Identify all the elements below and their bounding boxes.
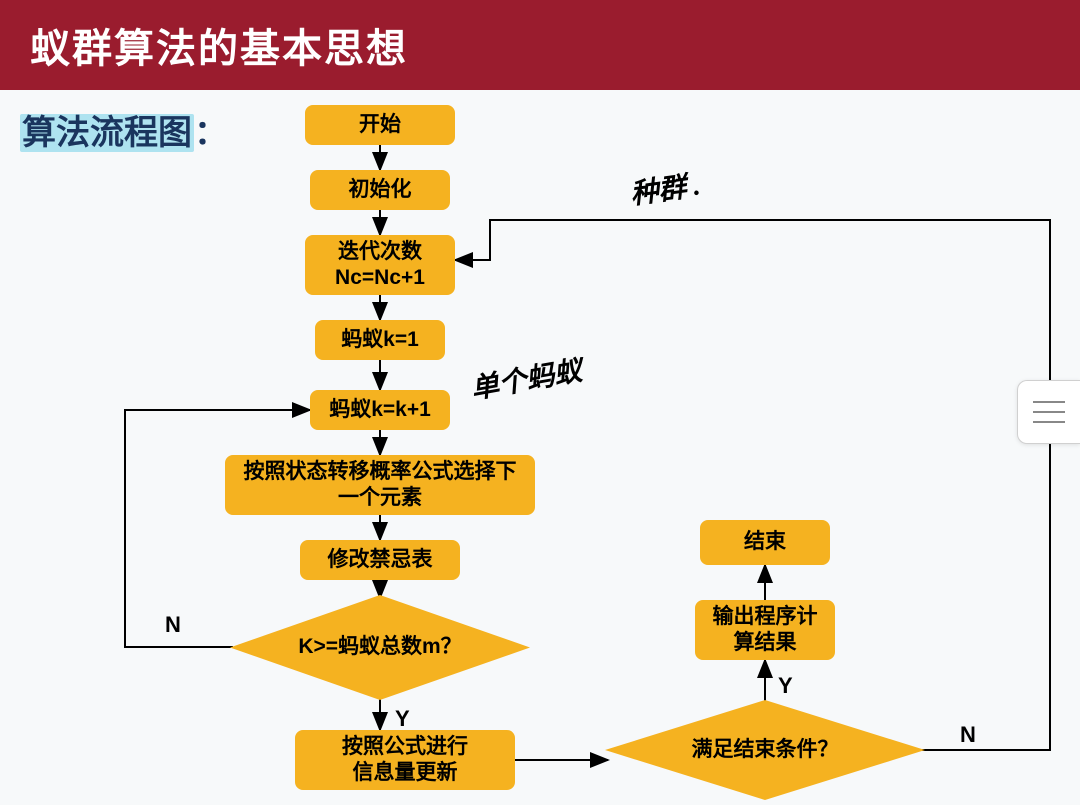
- flow-node-start: 开始: [305, 105, 455, 145]
- flow-node-end: 结束: [700, 520, 830, 565]
- flowchart-edges: [0, 90, 1080, 805]
- menu-button[interactable]: [1017, 380, 1080, 444]
- handwritten-note-1: 单个蚂蚁: [467, 349, 584, 408]
- flow-node-select: 按照状态转移概率公式选择下一个元素: [225, 455, 535, 515]
- flow-node-antk1: 蚂蚁k=1: [315, 320, 445, 360]
- flow-node-tabu: 修改禁忌表: [300, 540, 460, 580]
- handwritten-note-0: 种群 .: [628, 163, 703, 212]
- flow-edge-label-checkEnd-iter: N: [960, 722, 976, 748]
- flow-edge-label-checkK-update: Y: [395, 706, 410, 732]
- slide-header: 蚁群算法的基本思想: [0, 0, 1080, 90]
- flow-node-checkK: K>=蚂蚁总数m？: [230, 595, 530, 700]
- flow-node-update: 按照公式进行信息量更新: [295, 730, 515, 790]
- flow-edge-label-checkK-antkpp: N: [165, 612, 181, 638]
- menu-icon: [1033, 421, 1065, 423]
- flow-node-output: 输出程序计算结果: [695, 600, 835, 660]
- menu-icon: [1033, 401, 1065, 403]
- slide-title: 蚁群算法的基本思想: [30, 16, 408, 74]
- flow-edge-checkEnd-iter: [455, 220, 1050, 750]
- flow-node-antkpp: 蚂蚁k=k+1: [310, 390, 450, 430]
- flow-edge-label-checkEnd-output: Y: [778, 673, 793, 699]
- menu-icon: [1033, 411, 1065, 413]
- flow-node-checkEnd: 满足结束条件？: [605, 700, 925, 800]
- flow-node-init: 初始化: [310, 170, 450, 210]
- flowchart-canvas: 开始初始化迭代次数Nc=Nc+1 蚂蚁k=1 蚂蚁k=k+1 按照状态转移概率公式选择…: [0, 90, 1080, 805]
- flow-node-iter: 迭代次数Nc=Nc+1: [305, 235, 455, 295]
